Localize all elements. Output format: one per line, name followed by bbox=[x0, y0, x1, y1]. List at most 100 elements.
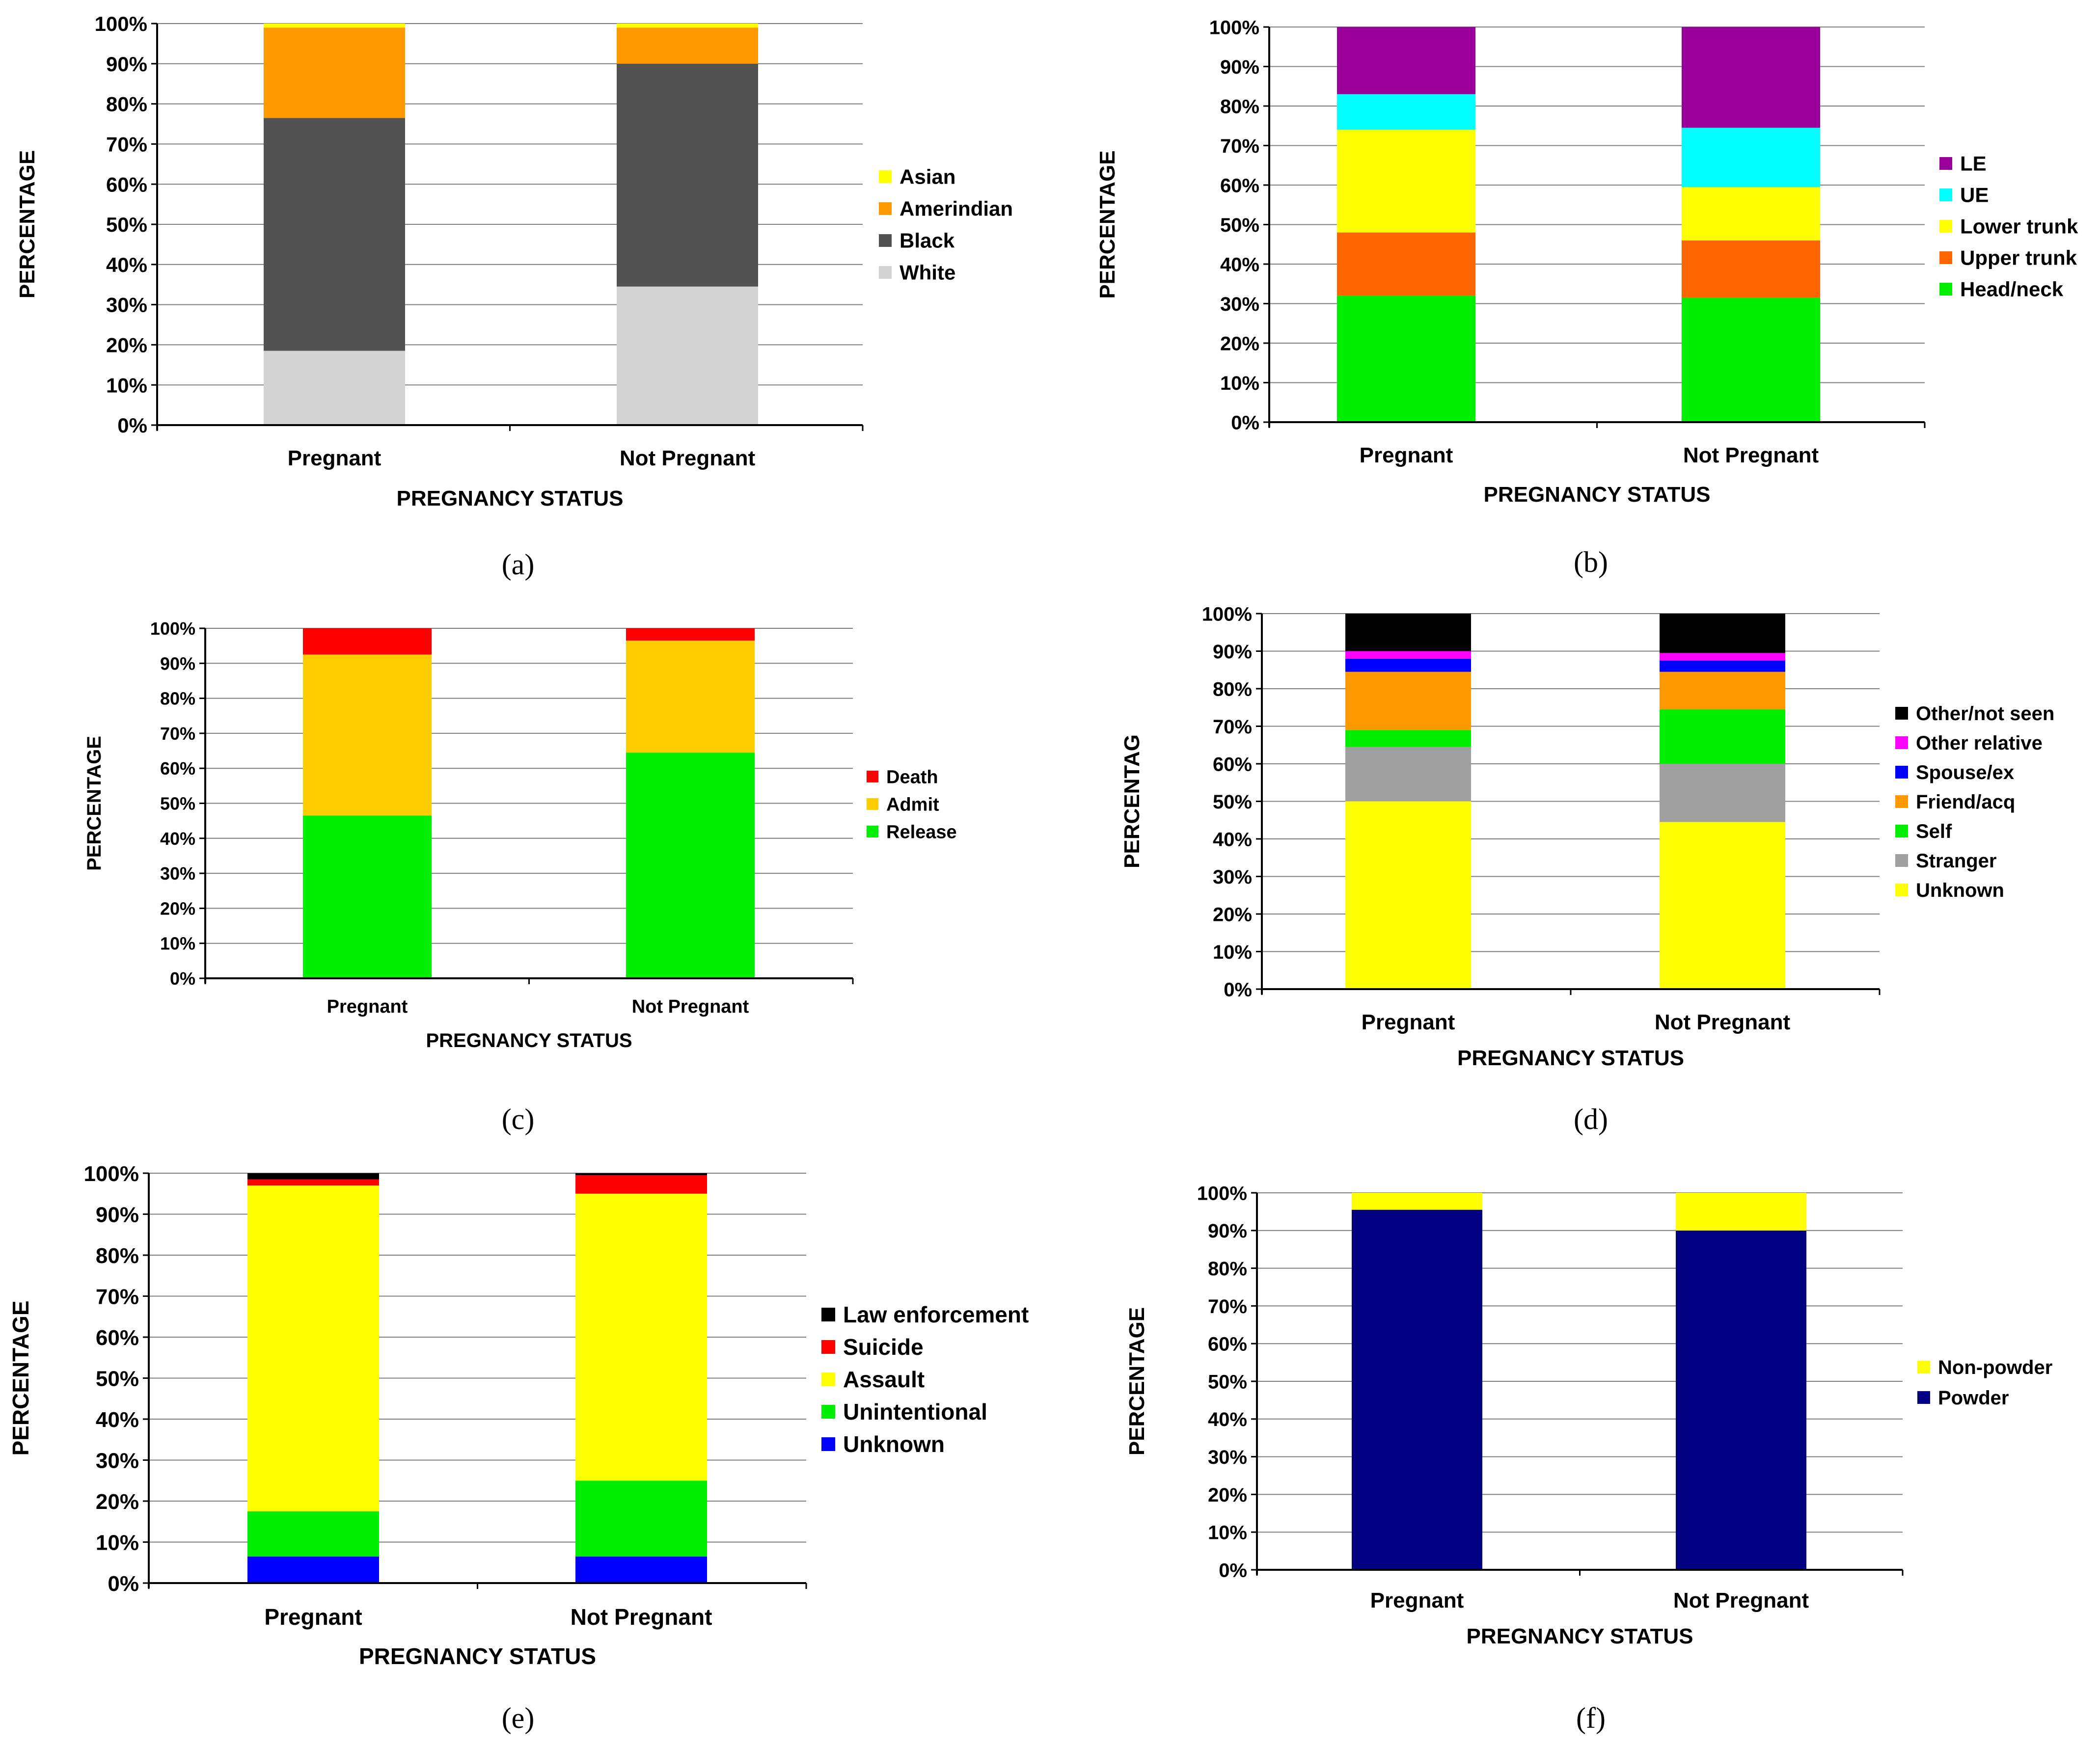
y-tick-label: 80% bbox=[1220, 96, 1259, 117]
bar-segment bbox=[1345, 651, 1471, 659]
y-tick-label: 60% bbox=[160, 758, 195, 779]
bar-segment bbox=[1660, 614, 1785, 653]
bar-segment bbox=[575, 1175, 707, 1194]
legend-label: Law enforcement bbox=[843, 1302, 1029, 1327]
y-tick-label: 40% bbox=[96, 1408, 139, 1432]
y-tick-label: 10% bbox=[96, 1531, 139, 1555]
x-tick-label: Not Pregnant bbox=[571, 1604, 712, 1630]
x-axis-title: PREGNANCY STATUS bbox=[1457, 1046, 1684, 1070]
y-tick-label: 70% bbox=[160, 724, 195, 744]
y-tick-label: 90% bbox=[1213, 641, 1252, 663]
y-tick-label: 60% bbox=[96, 1326, 139, 1350]
bar-segment bbox=[1660, 660, 1785, 672]
bar-segment bbox=[1660, 709, 1785, 764]
legend-label: Death bbox=[886, 767, 938, 787]
y-tick-label: 50% bbox=[160, 793, 195, 813]
legend-swatch bbox=[821, 1340, 835, 1354]
legend-label: Other relative bbox=[1916, 732, 2043, 754]
bar-segment bbox=[303, 815, 432, 978]
y-tick-label: 100% bbox=[95, 12, 147, 35]
bar-segment bbox=[1345, 672, 1471, 730]
bar-segment bbox=[575, 1480, 707, 1557]
y-tick-label: 30% bbox=[160, 863, 195, 884]
bar-segment bbox=[1682, 297, 1820, 422]
legend-label: Amerindian bbox=[900, 197, 1013, 220]
y-tick-label: 60% bbox=[1208, 1334, 1247, 1355]
bar-segment bbox=[264, 24, 405, 28]
y-tick-label: 20% bbox=[96, 1490, 139, 1514]
legend-swatch bbox=[1895, 854, 1908, 867]
legend-swatch bbox=[821, 1437, 835, 1451]
y-tick-label: 90% bbox=[160, 653, 195, 673]
legend-label: Powder bbox=[1938, 1387, 2009, 1409]
y-tick-label: 90% bbox=[1220, 56, 1259, 78]
bar-segment bbox=[626, 628, 755, 641]
y-tick-label: 30% bbox=[1220, 294, 1259, 315]
legend-label: Upper trunk bbox=[1960, 246, 2077, 269]
legend-label: Asian bbox=[900, 165, 955, 188]
legend: Law enforcement Suicide Assault Unintention… bbox=[821, 1302, 1029, 1457]
y-tick-label: 100% bbox=[150, 619, 195, 639]
y-tick-label: 60% bbox=[106, 173, 147, 196]
y-tick-label: 100% bbox=[1202, 603, 1252, 625]
y-tick-label: 20% bbox=[1220, 333, 1259, 354]
x-axis-title: PREGNANCY STATUS bbox=[359, 1643, 596, 1669]
y-tick-label: 50% bbox=[106, 213, 147, 236]
bar-segment bbox=[264, 118, 405, 351]
legend-label: Suicide bbox=[843, 1334, 924, 1360]
legend: Death Admit Release bbox=[867, 767, 957, 842]
x-tick-label: Pregnant bbox=[1370, 1588, 1464, 1613]
bar-segment bbox=[1682, 187, 1820, 241]
y-tick-label: 80% bbox=[1213, 678, 1252, 700]
x-tick-label: Pregnant bbox=[264, 1604, 362, 1630]
bar-segment bbox=[1337, 130, 1475, 233]
bar-segment bbox=[1676, 1193, 1806, 1231]
legend: Non-powder Powder bbox=[1917, 1357, 2052, 1409]
y-tick-label: 10% bbox=[1220, 373, 1259, 394]
y-axis-title: PERCENTAGE bbox=[15, 150, 39, 298]
x-tick-label: Pregnant bbox=[327, 996, 408, 1017]
panel-label: (d) bbox=[1574, 1103, 1608, 1135]
bar-segment bbox=[1345, 747, 1471, 802]
y-tick-label: 50% bbox=[1208, 1371, 1247, 1393]
y-tick-label: 70% bbox=[1220, 135, 1259, 157]
y-tick-label: 50% bbox=[1220, 215, 1259, 236]
bar-segment bbox=[1345, 658, 1471, 672]
legend-swatch bbox=[1939, 283, 1952, 296]
chart-panel-c: 0% 10% 20% 30% 40% 50% 60% 70% 80% 90% 100% Pregnan… bbox=[83, 619, 957, 1135]
x-tick-label: Pregnant bbox=[288, 446, 382, 470]
x-axis-title: PREGNANCY STATUS bbox=[396, 486, 623, 511]
legend: Asian Amerindian Black White bbox=[879, 165, 1013, 284]
y-tick-label: 0% bbox=[170, 968, 195, 989]
bar-segment bbox=[1345, 730, 1471, 747]
legend-swatch bbox=[1895, 795, 1908, 808]
legend-label: Non-powder bbox=[1938, 1357, 2052, 1378]
bar-segment bbox=[575, 1193, 707, 1481]
legend-swatch bbox=[879, 266, 892, 279]
y-axis-title: PERCENTAGE bbox=[1125, 1307, 1149, 1455]
y-tick-label: 90% bbox=[96, 1203, 139, 1227]
legend-label: Friend/acq bbox=[1916, 791, 2015, 813]
legend-label: White bbox=[900, 261, 955, 284]
bar-segment bbox=[1682, 240, 1820, 298]
y-tick-label: 10% bbox=[1213, 941, 1252, 963]
x-axis-title: PREGNANCY STATUS bbox=[1466, 1624, 1693, 1648]
y-tick-label: 80% bbox=[1208, 1258, 1247, 1280]
legend-label: Unknown bbox=[843, 1431, 945, 1457]
y-tick-label: 40% bbox=[1208, 1409, 1247, 1430]
legend-label: Assault bbox=[843, 1367, 925, 1392]
bar-segment bbox=[247, 1511, 379, 1557]
y-tick-label: 0% bbox=[1224, 979, 1252, 1000]
chart-panel-f: 0% 10% 20% 30% 40% 50% 60% 70% 80% 90% 100% Pregnan… bbox=[1125, 1183, 2052, 1734]
bar-segment bbox=[617, 24, 758, 28]
legend-label: UE bbox=[1960, 184, 1989, 207]
x-tick-label: Not Pregnant bbox=[620, 446, 756, 470]
legend-label: Other/not seen bbox=[1916, 703, 2054, 725]
bar-segment bbox=[247, 1185, 379, 1511]
x-tick-label: Pregnant bbox=[1360, 443, 1453, 467]
bar-segment bbox=[264, 27, 405, 118]
y-tick-label: 80% bbox=[160, 689, 195, 709]
bar-segment bbox=[1352, 1193, 1482, 1210]
chart-panel-a: 0% 10% 20% 30% 40% 50% 60% 70% 80% 90% 100% Pregnan… bbox=[15, 12, 1013, 581]
